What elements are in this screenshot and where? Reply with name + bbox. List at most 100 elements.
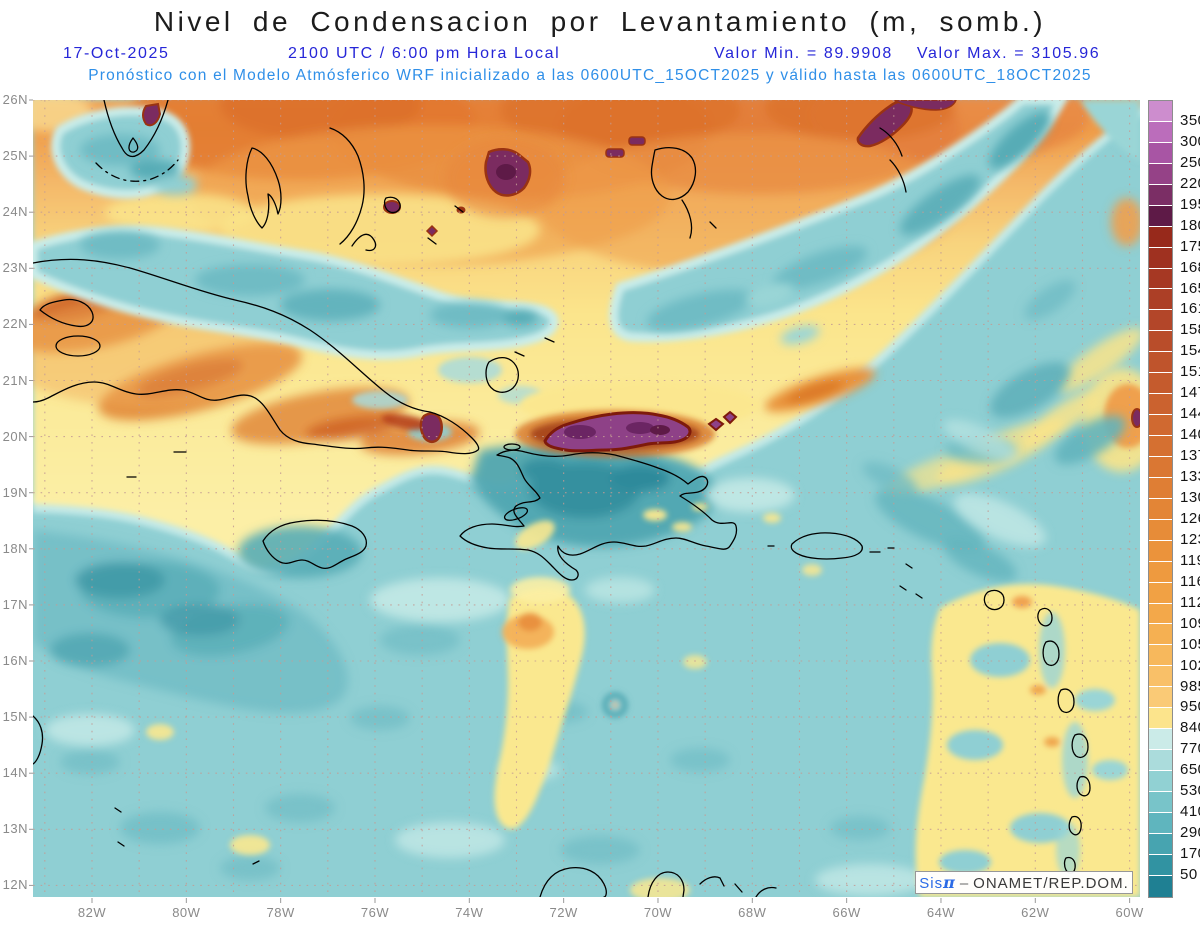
colorbar-level-label: 3000 — [1180, 132, 1200, 150]
colorbar-level-label: 1685 — [1180, 258, 1200, 276]
axis-ticks — [29, 99, 1131, 903]
colorbar-segment — [1149, 812, 1172, 834]
colorbar-segment — [1149, 771, 1172, 792]
coast-cuba — [33, 258, 480, 455]
colorbar-level-label: 1800 — [1180, 216, 1200, 234]
colorbar-segment — [1149, 729, 1172, 751]
colorbar-level-label: 1580 — [1180, 321, 1200, 339]
colorbar-segment — [1149, 477, 1172, 499]
colorbar-segment — [1149, 854, 1172, 876]
lat-label: 21N — [2, 372, 28, 388]
coast-central-america — [33, 715, 260, 865]
colorbar-segment — [1149, 289, 1172, 311]
coast-mona-vieques — [767, 545, 895, 553]
lon-label: 70W — [643, 905, 673, 920]
min-max-values: Valor Min. = 89.9908 Valor Max. = 3105.96 — [714, 45, 1100, 65]
colorbar-segment — [1149, 310, 1172, 332]
colorbar-level-label: 1545 — [1180, 342, 1200, 360]
coast-tortuga — [503, 443, 521, 451]
colorbar-segment — [1149, 540, 1172, 562]
colorbar-segment — [1149, 833, 1172, 855]
colorbar-segment — [1149, 205, 1172, 227]
colorbar-segment — [1149, 101, 1172, 122]
colorbar-level-label: 1020 — [1180, 656, 1200, 674]
forecast-info: Pronóstico con el Modelo Atmósferico WRF… — [88, 67, 1092, 84]
colorbar-level-label: 2500 — [1180, 153, 1200, 171]
lat-label: 23N — [2, 260, 28, 276]
colorbar-segment — [1149, 456, 1172, 478]
colorbar-segment — [1149, 519, 1172, 541]
colorbar-level-label: 950 — [1180, 698, 1200, 716]
colorbar-level-label: 985 — [1180, 677, 1200, 695]
colorbar-segment — [1149, 184, 1172, 206]
lon-label: 68W — [738, 905, 767, 920]
colorbar-segment — [1149, 875, 1172, 897]
colorbar-segment — [1149, 498, 1172, 520]
lat-label: 15N — [2, 709, 28, 725]
colorbar-level-label: 1475 — [1180, 384, 1200, 402]
valid-time: 2100 UTC / 6:00 pm Hora Local — [288, 45, 561, 62]
teal-blob-northwest — [51, 106, 197, 199]
colorbar — [1148, 100, 1173, 898]
lat-label: 25N — [2, 148, 28, 164]
colorbar-level-label: 3500 — [1180, 111, 1200, 129]
coast-puerto-rico — [790, 532, 863, 560]
colorbar-segment — [1149, 436, 1172, 457]
colorbar-level-label: 1405 — [1180, 426, 1200, 444]
purple-spot-east-cuba — [419, 412, 443, 444]
lat-label: 14N — [2, 765, 28, 781]
watermark-box: Sisπ – ONAMET/REP.DOM. — [915, 871, 1133, 894]
coast-bahamas-small — [383, 196, 464, 245]
colorbar-segment — [1149, 373, 1172, 395]
colorbar-segment — [1149, 603, 1172, 625]
purple-spot-florida — [142, 102, 162, 127]
colorbar-segment — [1149, 163, 1172, 185]
valid-date: 17-Oct-2025 — [63, 45, 170, 62]
lon-label: 76W — [360, 905, 390, 920]
coast-andros — [245, 147, 282, 229]
colorbar-segment — [1149, 121, 1172, 143]
colorbar-level-label: 170 — [1180, 845, 1200, 863]
watermark-org: ONAMET/REP.DOM. — [973, 875, 1129, 892]
colorbar-level-label: 1055 — [1180, 635, 1200, 653]
colorbar-segment — [1149, 791, 1172, 813]
colorbar-level-label: 1370 — [1180, 447, 1200, 465]
coastline-layer — [33, 100, 1091, 897]
watermark-pi-icon: π — [943, 873, 956, 892]
coast-florida — [103, 100, 169, 158]
colorbar-level-label: 1650 — [1180, 279, 1200, 297]
coast-northeast-cays — [879, 127, 907, 193]
yellow-patches-south — [146, 503, 1140, 897]
colorbar-segment — [1149, 750, 1172, 771]
purple-maxima-layer — [142, 100, 957, 458]
lat-label: 13N — [2, 821, 28, 837]
colorbar-segment — [1149, 708, 1172, 730]
colorbar-level-label: 1510 — [1180, 363, 1200, 381]
lat-label: 20N — [2, 428, 28, 444]
lat-label: 17N — [2, 596, 28, 612]
coast-south-america — [539, 866, 777, 897]
colorbar-level-label: 1090 — [1180, 614, 1200, 632]
colorbar-segment — [1149, 331, 1172, 353]
colorbar-segment — [1149, 226, 1172, 248]
lat-label: 16N — [2, 653, 28, 668]
colorbar-level-label: 1440 — [1180, 405, 1200, 423]
colorbar-level-label: 530 — [1180, 782, 1200, 800]
coast-isla-juventud — [55, 335, 101, 357]
colorbar-level-label: 1950 — [1180, 195, 1200, 213]
colorbar-segment — [1149, 415, 1172, 436]
coast-eleuthera — [329, 127, 377, 252]
colorbar-segment — [1149, 268, 1172, 290]
colorbar-level-label: 290 — [1180, 824, 1200, 842]
colorbar-level-label: 1125 — [1180, 593, 1200, 611]
colorbar-segment — [1149, 352, 1172, 374]
field-layer — [33, 100, 1140, 897]
coast-gonave — [503, 507, 529, 521]
colorbar-segment — [1149, 666, 1172, 688]
coast-hispaniola — [459, 449, 738, 581]
colorbar-level-label: 2200 — [1180, 174, 1200, 192]
lon-label: 72W — [549, 905, 578, 920]
